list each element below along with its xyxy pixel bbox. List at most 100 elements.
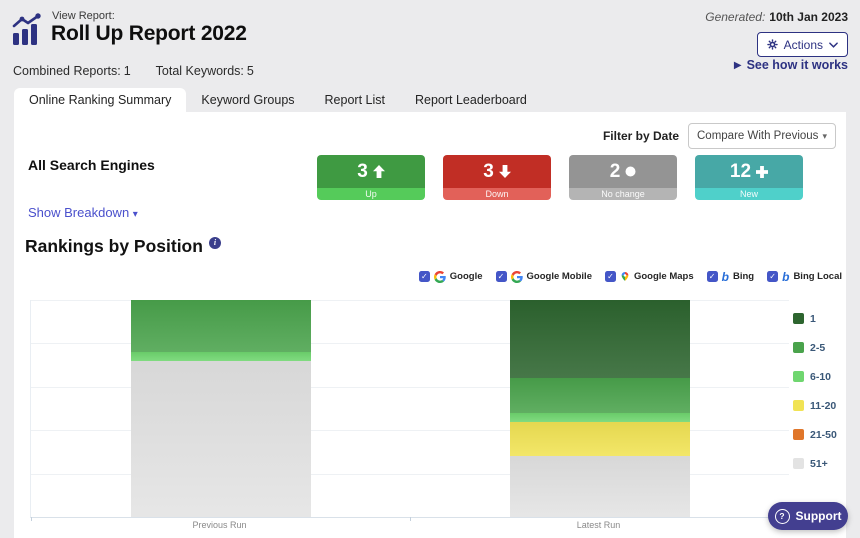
bing-icon: b [782,269,790,284]
see-how-label: See how it works [746,58,848,72]
arrow-down-icon [498,165,511,178]
show-breakdown-link[interactable]: Show Breakdown ▾ [28,205,138,220]
checkbox-checked-icon[interactable]: ✓ [706,271,718,282]
legend-item-6-10[interactable]: 6-10 [793,362,837,391]
category-label-latest-run: Latest Run [576,520,621,530]
breakdown-caret-icon: ▾ [132,209,138,220]
arrow-up-icon [372,165,385,178]
google-maps-pin-icon [620,270,630,283]
stacked-bar-latest-run [509,300,690,517]
bar-segment-1 [509,300,690,379]
bar-segment-6-10 [509,412,690,422]
card-label: New [695,188,803,200]
bar-segment-51- [130,360,311,518]
legend-swatch [793,313,804,324]
info-icon[interactable]: i [208,237,221,249]
gridline [31,386,789,388]
tab-keyword-groups[interactable]: Keyword Groups [201,93,295,107]
engine-toggle-bing-local[interactable]: ✓ b Bing Local [767,271,842,283]
engine-toggles: ✓ Google ✓ Google Mobile ✓ Google Maps ✓ b Bing ✓… [418,269,842,284]
date-compare-value: Compare With Previous [697,130,819,142]
all-search-engines-label: All Search Engines [28,157,155,173]
engine-toggle-google-maps[interactable]: ✓ Google Maps [604,270,694,283]
date-compare-select[interactable]: Compare With Previous ▾ [688,123,836,149]
tab-online-ranking-summary[interactable]: Online Ranking Summary [14,88,187,112]
actions-button[interactable]: Actions [756,32,848,57]
tab-report-leaderboard[interactable]: Report Leaderboard [414,93,527,107]
rankings-by-position-title: Rankings by Position i [25,236,221,257]
gear-icon [766,39,778,50]
legend-item-21-50[interactable]: 21-50 [793,420,837,449]
card-label: Down [443,188,551,200]
support-label: Support [795,509,842,523]
checkbox-checked-icon[interactable]: ✓ [767,271,779,282]
total-keywords-value: 5 [246,64,254,78]
filter-by-date-row: Filter by Date Compare With Previous ▾ [603,123,836,149]
legend-swatch [793,342,804,353]
legend-swatch [793,400,804,411]
summary-card-no-change: 2 No change [569,155,677,200]
gridline [31,343,789,345]
select-caret-icon: ▾ [822,130,827,141]
card-value: 3 [357,161,368,182]
see-how-it-works-link[interactable]: ▶ See how it works [734,58,848,72]
card-value: 3 [483,161,494,182]
gridline [31,430,789,432]
tab-report-list[interactable]: Report List [324,93,385,107]
bing-icon: b [721,269,729,284]
legend-swatch [793,371,804,382]
bar-segment-6-10 [130,352,311,361]
support-button[interactable]: ? Support [768,502,848,530]
google-icon [434,271,446,283]
total-keywords: Total Keywords: 5 [153,64,254,78]
card-label: No change [569,188,677,200]
play-icon: ▶ [733,59,742,71]
checkbox-checked-icon[interactable]: ✓ [418,271,430,282]
legend-item-11-20[interactable]: 11-20 [793,391,837,420]
legend-label: 2-5 [810,341,826,354]
stacked-bar-previous-run [130,300,311,518]
legend-label: 51+ [810,457,828,470]
legend-item-51-[interactable]: 51+ [793,449,837,478]
summary-card-up: 3 Up [317,155,425,200]
checkbox-checked-icon[interactable]: ✓ [604,271,616,282]
engine-toggle-bing[interactable]: ✓ b Bing [706,269,755,284]
legend-swatch [793,458,804,469]
question-icon: ? [774,508,790,524]
filter-by-date-label: Filter by Date [602,129,679,143]
checkbox-checked-icon[interactable]: ✓ [495,271,507,282]
axis-tick [31,517,32,521]
chevron-down-icon [829,41,838,48]
plus-icon [756,165,769,178]
generated-label: Generated: [705,10,766,24]
show-breakdown-label: Show Breakdown [28,205,130,220]
engine-label: Google [449,271,483,282]
generated-value: 10th Jan 2023 [769,10,848,24]
engine-toggle-google[interactable]: ✓ Google [418,271,483,283]
summary-card-new: 12 New [695,155,803,200]
axis-tick [409,517,411,521]
legend-item-1[interactable]: 1 [793,304,837,333]
report-meta: Combined Reports: 1 Total Keywords: 5 [10,64,254,78]
chart-plot [30,300,789,521]
bar-segment-2-5 [509,378,690,413]
generated-date: Generated: 10th Jan 2023 [705,10,848,24]
legend-label: 11-20 [810,399,837,412]
combined-reports-value: 1 [123,64,131,78]
engine-label: Google Mobile [526,271,592,282]
summary-cards: 3 Up 3 Down 2 No change 12 New [317,155,803,200]
engine-toggle-google-mobile[interactable]: ✓ Google Mobile [495,271,592,283]
report-logo-icon [12,13,41,45]
bar-segment-2-5 [130,300,311,353]
combined-reports: Combined Reports: 1 [10,64,131,78]
tab-bar: Online Ranking Summary Keyword Groups Repo… [14,88,542,112]
combined-reports-label: Combined Reports: [13,64,121,78]
rankings-title-text: Rankings by Position [25,236,203,256]
engine-label: Google Maps [633,271,694,282]
bar-segment-51- [509,456,690,517]
page-title: Roll Up Report 2022 [51,22,247,45]
engine-label: Bing [732,271,755,282]
chart-legend: 1 2-5 6-10 11-20 21-50 51+ [793,304,837,478]
legend-label: 1 [810,312,816,325]
legend-item-2-5[interactable]: 2-5 [793,333,837,362]
